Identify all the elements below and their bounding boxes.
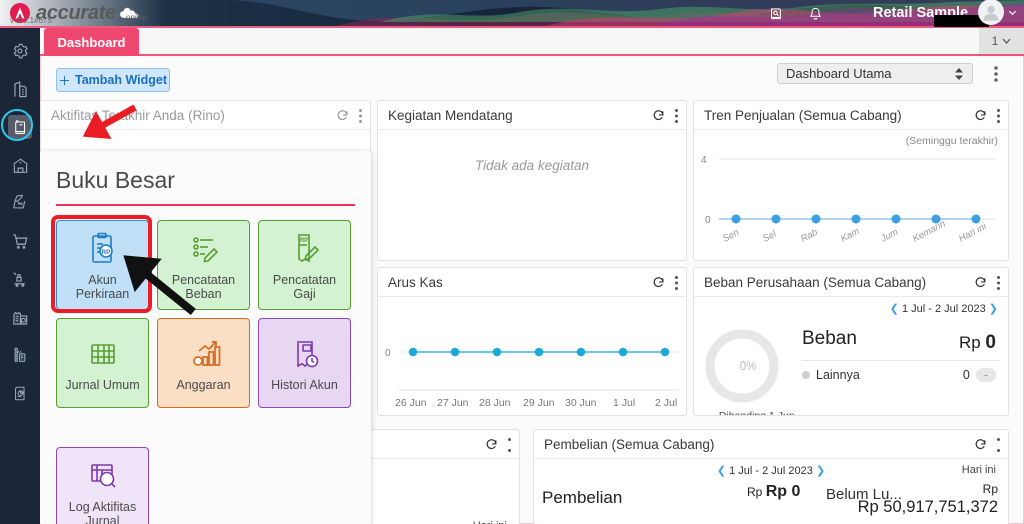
svg-text:27 Jun: 27 Jun [437, 397, 469, 406]
svg-text:Hari ini: Hari ini [957, 221, 989, 245]
svg-text:Rp: Rp [18, 201, 24, 206]
svg-text:28 Jun: 28 Jun [479, 397, 511, 406]
svg-text:Kam: Kam [839, 226, 861, 245]
svg-text:Jum: Jum [878, 227, 900, 246]
svg-text:30 Jun: 30 Jun [565, 397, 597, 406]
svg-text:2 Jul: 2 Jul [655, 397, 677, 406]
svg-text:RP: RP [299, 238, 307, 244]
svg-text:1 Jul: 1 Jul [613, 397, 635, 406]
svg-text:TAX: TAX [16, 350, 23, 354]
svg-text:29 Jun: 29 Jun [523, 397, 555, 406]
svg-text:0: 0 [705, 215, 711, 226]
svg-text:Kemarin: Kemarin [911, 218, 947, 244]
svg-text:26 Jun: 26 Jun [395, 397, 427, 406]
svg-text:Sel: Sel [761, 228, 779, 245]
svg-text:0: 0 [385, 348, 391, 359]
svg-text:RP: RP [101, 249, 111, 256]
svg-text:Rab: Rab [799, 227, 820, 245]
svg-text:4: 4 [701, 155, 707, 166]
svg-text:0%: 0% [740, 361, 757, 373]
svg-text:Sen: Sen [721, 227, 741, 245]
